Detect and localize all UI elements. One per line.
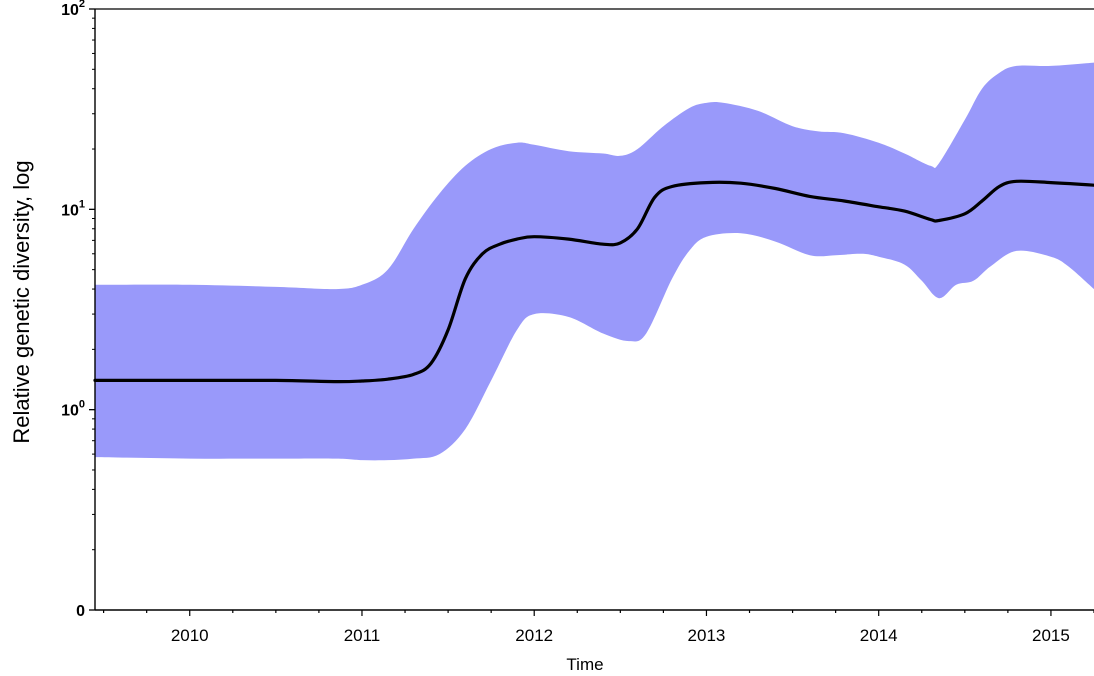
y-tick-label: 102: [61, 0, 85, 19]
axes: 0 100 101 102 2010 2011 2012 2013 2014 2015: [61, 0, 1094, 645]
x-tick-label: 2012: [515, 626, 553, 645]
y-tick-label: 101: [61, 198, 85, 219]
x-tick-label: 2014: [860, 626, 898, 645]
x-axis-title: Time: [566, 655, 603, 674]
confidence-band: [95, 62, 1094, 461]
x-tick-label: 2013: [688, 626, 726, 645]
x-tick-label: 2011: [344, 626, 381, 645]
y-axis-title: Relative genetic diversity, log: [9, 160, 34, 443]
y-tick-label: 100: [61, 399, 85, 420]
confidence-band-layer: [95, 62, 1094, 461]
median-line-layer: [93, 179, 1094, 384]
x-tick-label: 2010: [171, 626, 209, 645]
y-tick-label: 0: [76, 603, 85, 620]
x-tick-label: 2015: [1032, 626, 1070, 645]
median-line: [93, 179, 1094, 384]
